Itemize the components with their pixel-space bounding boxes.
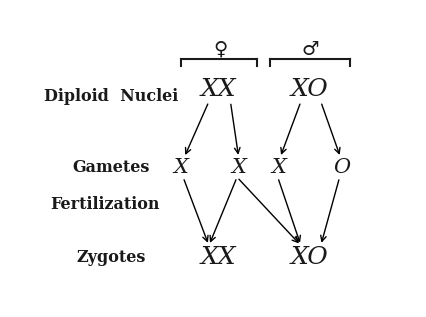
Text: ♂: ♂ [300, 40, 318, 59]
Text: Zygotes: Zygotes [76, 249, 146, 266]
Text: ♀: ♀ [213, 40, 227, 59]
Text: X: X [231, 158, 245, 177]
Text: XX: XX [201, 246, 236, 269]
Text: Gametes: Gametes [72, 159, 150, 176]
Text: Diploid  Nuclei: Diploid Nuclei [44, 88, 178, 105]
Text: O: O [332, 158, 349, 177]
Text: XO: XO [290, 246, 328, 269]
Text: XX: XX [201, 78, 236, 101]
Text: X: X [271, 158, 285, 177]
Text: XO: XO [290, 78, 328, 101]
Text: X: X [173, 158, 188, 177]
Text: Fertilization: Fertilization [50, 196, 159, 212]
